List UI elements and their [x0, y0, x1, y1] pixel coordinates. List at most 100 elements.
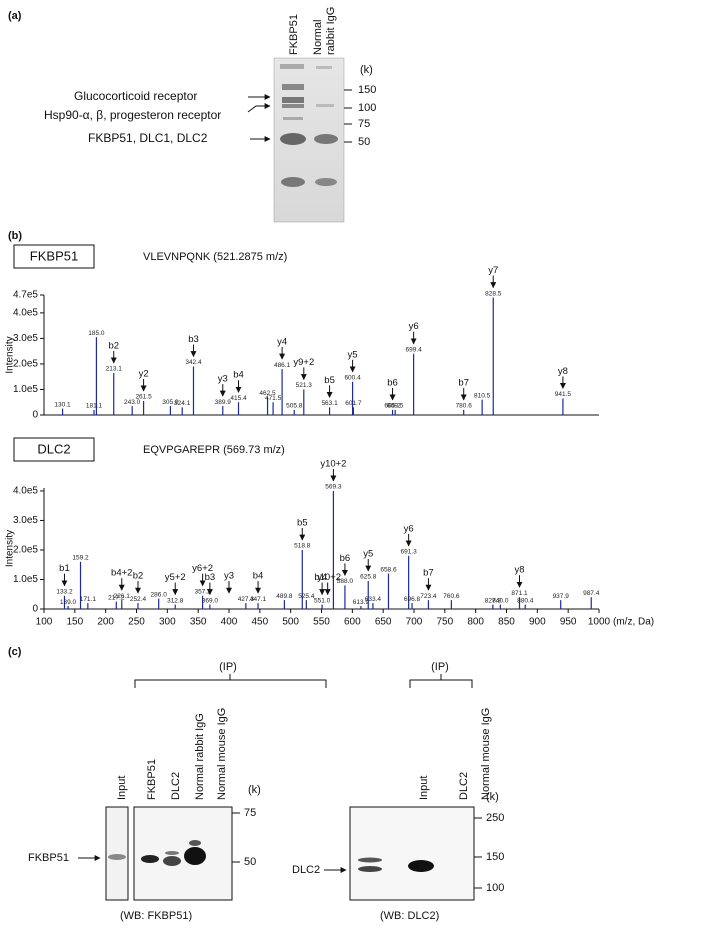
peak-label: 840.0 [492, 597, 509, 604]
peak-label: 827.9 [485, 597, 502, 604]
ion-label: b5 [324, 375, 335, 386]
peak-label: 625.8 [360, 574, 377, 581]
x-tick-label: 450 [251, 617, 268, 628]
band-annotation: Hsp90-α, β, progesteron receptor [44, 108, 221, 122]
peak-label: 486.1 [274, 362, 291, 369]
marker-ticks [344, 89, 352, 143]
ip-label: (IP) [431, 661, 449, 673]
lane-label: Normal [312, 20, 324, 55]
peak-label: 633.4 [365, 596, 382, 603]
lane-label: Input [418, 776, 430, 800]
peak-label: 521.3 [296, 382, 313, 389]
peak-label: 427.3 [238, 596, 255, 603]
peak-label: 357.2 [194, 588, 211, 595]
peak-label: 588.0 [337, 578, 354, 585]
unit-label: (k) [248, 784, 261, 796]
peak-label: 723.4 [420, 593, 437, 600]
peak-label: 601.7 [345, 400, 362, 407]
ion-label: y5 [348, 349, 358, 360]
x-tick-label: 1000 [588, 617, 611, 628]
y-tick-label: 1.0e5 [13, 574, 38, 585]
peak-label: 159.2 [72, 554, 89, 561]
ip-label: (IP) [219, 661, 237, 673]
ion-label: y5+2 [165, 572, 186, 583]
peak-label: 665.2 [384, 403, 401, 410]
bracket [134, 674, 327, 688]
marker-label: 75 [244, 807, 256, 819]
marker-label: 250 [486, 812, 504, 824]
peak-label: 569.3 [325, 484, 342, 491]
peak-label: 243.0 [124, 399, 141, 406]
gel-image [273, 57, 345, 223]
peak-label: 342.4 [185, 359, 202, 366]
lane-label: rabbit IgG [325, 7, 337, 55]
peak-label: 261.5 [135, 394, 152, 401]
x-tick-label: 900 [529, 617, 546, 628]
peak-label: 133.2 [56, 588, 73, 595]
peak-label: 324.1 [174, 400, 191, 407]
x-tick-label: 100 [36, 617, 53, 628]
lane-label: FKBP51 [146, 759, 158, 800]
band-annotation: FKBP51, DLC1, DLC2 [88, 131, 208, 145]
ion-label: b3 [205, 572, 216, 583]
x-tick-label: 800 [467, 617, 484, 628]
x-tick-label: 500 [282, 617, 299, 628]
title-box [13, 437, 95, 462]
ion-label: y4 [317, 572, 327, 583]
peak-label: 217.2 [108, 594, 125, 601]
peak-label: 389.9 [215, 399, 232, 406]
peak-label: 489.8 [276, 593, 293, 600]
ion-label: y8 [558, 366, 568, 377]
ion-label: y4 [277, 337, 287, 348]
peak-label: 613.9 [353, 599, 370, 606]
peak-label: 471.5 [265, 395, 282, 402]
peak-label: 941.5 [555, 391, 572, 398]
x-tick-label: 600 [344, 617, 361, 628]
x-tick-label: 300 [159, 617, 176, 628]
x-tick-label: 950 [560, 617, 577, 628]
peak-label: 286.0 [151, 591, 168, 598]
x-tick-label: 550 [313, 617, 330, 628]
ion-label: b1 [59, 563, 70, 574]
marker-label: 50 [244, 856, 256, 868]
x-tick-label: 750 [436, 617, 453, 628]
band-annotation: Glucocorticoid receptor [74, 89, 197, 103]
peak-label: 696.8 [404, 596, 421, 603]
peak-label: 415.4 [230, 395, 247, 402]
y-tick-label: 1.0e5 [13, 384, 38, 395]
peak-label: 139.0 [60, 599, 77, 606]
unit-label: (k) [486, 791, 499, 803]
lane-label: Input [116, 776, 128, 800]
peak-label: 185.0 [88, 330, 105, 337]
y-tick-label: 4.0e5 [13, 308, 38, 319]
peak-label: 880.4 [517, 597, 534, 604]
ion-label: y6+2 [192, 563, 213, 574]
ion-label: y5 [363, 548, 373, 559]
peak-label: 518.8 [294, 543, 311, 550]
peak-label: 525.4 [298, 593, 315, 600]
peak-label: 369.0 [202, 597, 219, 604]
peak-label: 462.5 [259, 390, 276, 397]
y-axis-label: Intensity [5, 530, 16, 567]
x-tick-label: 400 [221, 617, 238, 628]
ion-label: y6 [409, 321, 419, 332]
peak-label: 760.6 [443, 593, 460, 600]
x-tick-label: 150 [66, 617, 83, 628]
lane-label: Normal mouse IgG [216, 708, 228, 800]
y-tick-label: 0 [32, 410, 38, 421]
ion-label: y9+2 [293, 357, 314, 368]
peak-label: 699.4 [405, 346, 422, 353]
ion-label: y2 [139, 368, 149, 379]
x-tick-label: 650 [375, 617, 392, 628]
ion-label: b7 [423, 568, 434, 579]
marker-label: 50 [358, 136, 370, 148]
ion-label: b7 [458, 377, 469, 388]
chart-title: DLC2 [37, 441, 70, 456]
ion-label: b4 [253, 571, 264, 582]
x-tick-label: 700 [406, 617, 423, 628]
peak-label: 252.4 [130, 596, 147, 603]
blot-image [349, 806, 482, 901]
ion-label: b4+2 [111, 568, 132, 579]
peak-label: 226.1 [114, 593, 131, 600]
